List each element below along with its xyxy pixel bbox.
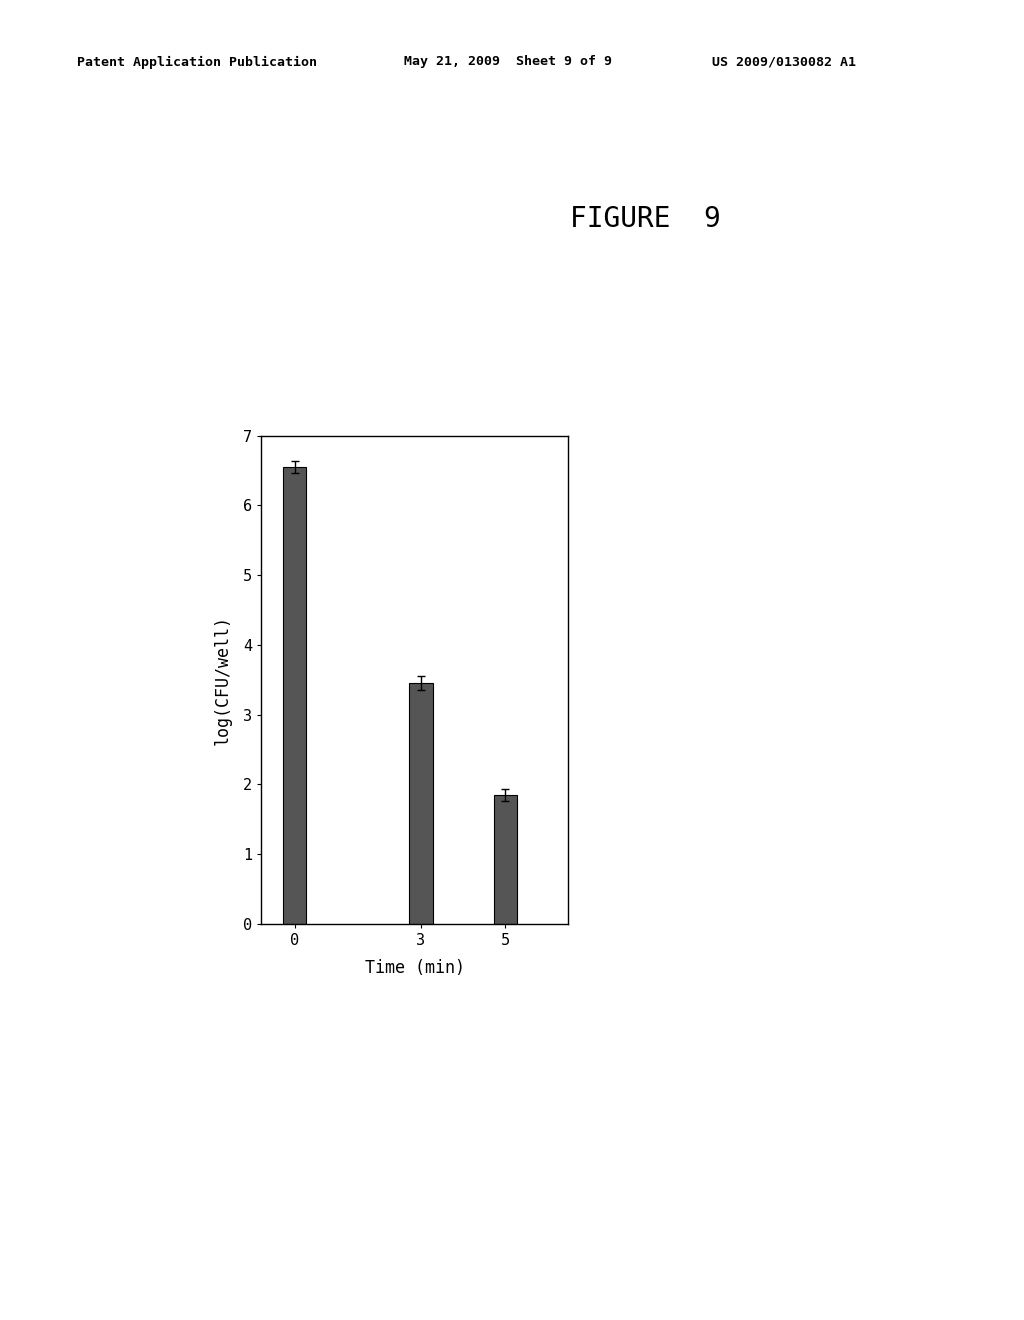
Bar (284, 467, 306, 924)
Text: May 21, 2009  Sheet 9 of 9: May 21, 2009 Sheet 9 of 9 (404, 55, 612, 69)
Y-axis label: log(CFU/well): log(CFU/well) (214, 615, 231, 744)
Text: Patent Application Publication: Patent Application Publication (77, 55, 316, 69)
Bar (410, 684, 432, 924)
X-axis label: Time (min): Time (min) (365, 960, 465, 977)
Bar (494, 795, 517, 924)
Text: FIGURE  9: FIGURE 9 (569, 205, 721, 232)
Text: US 2009/0130082 A1: US 2009/0130082 A1 (712, 55, 856, 69)
